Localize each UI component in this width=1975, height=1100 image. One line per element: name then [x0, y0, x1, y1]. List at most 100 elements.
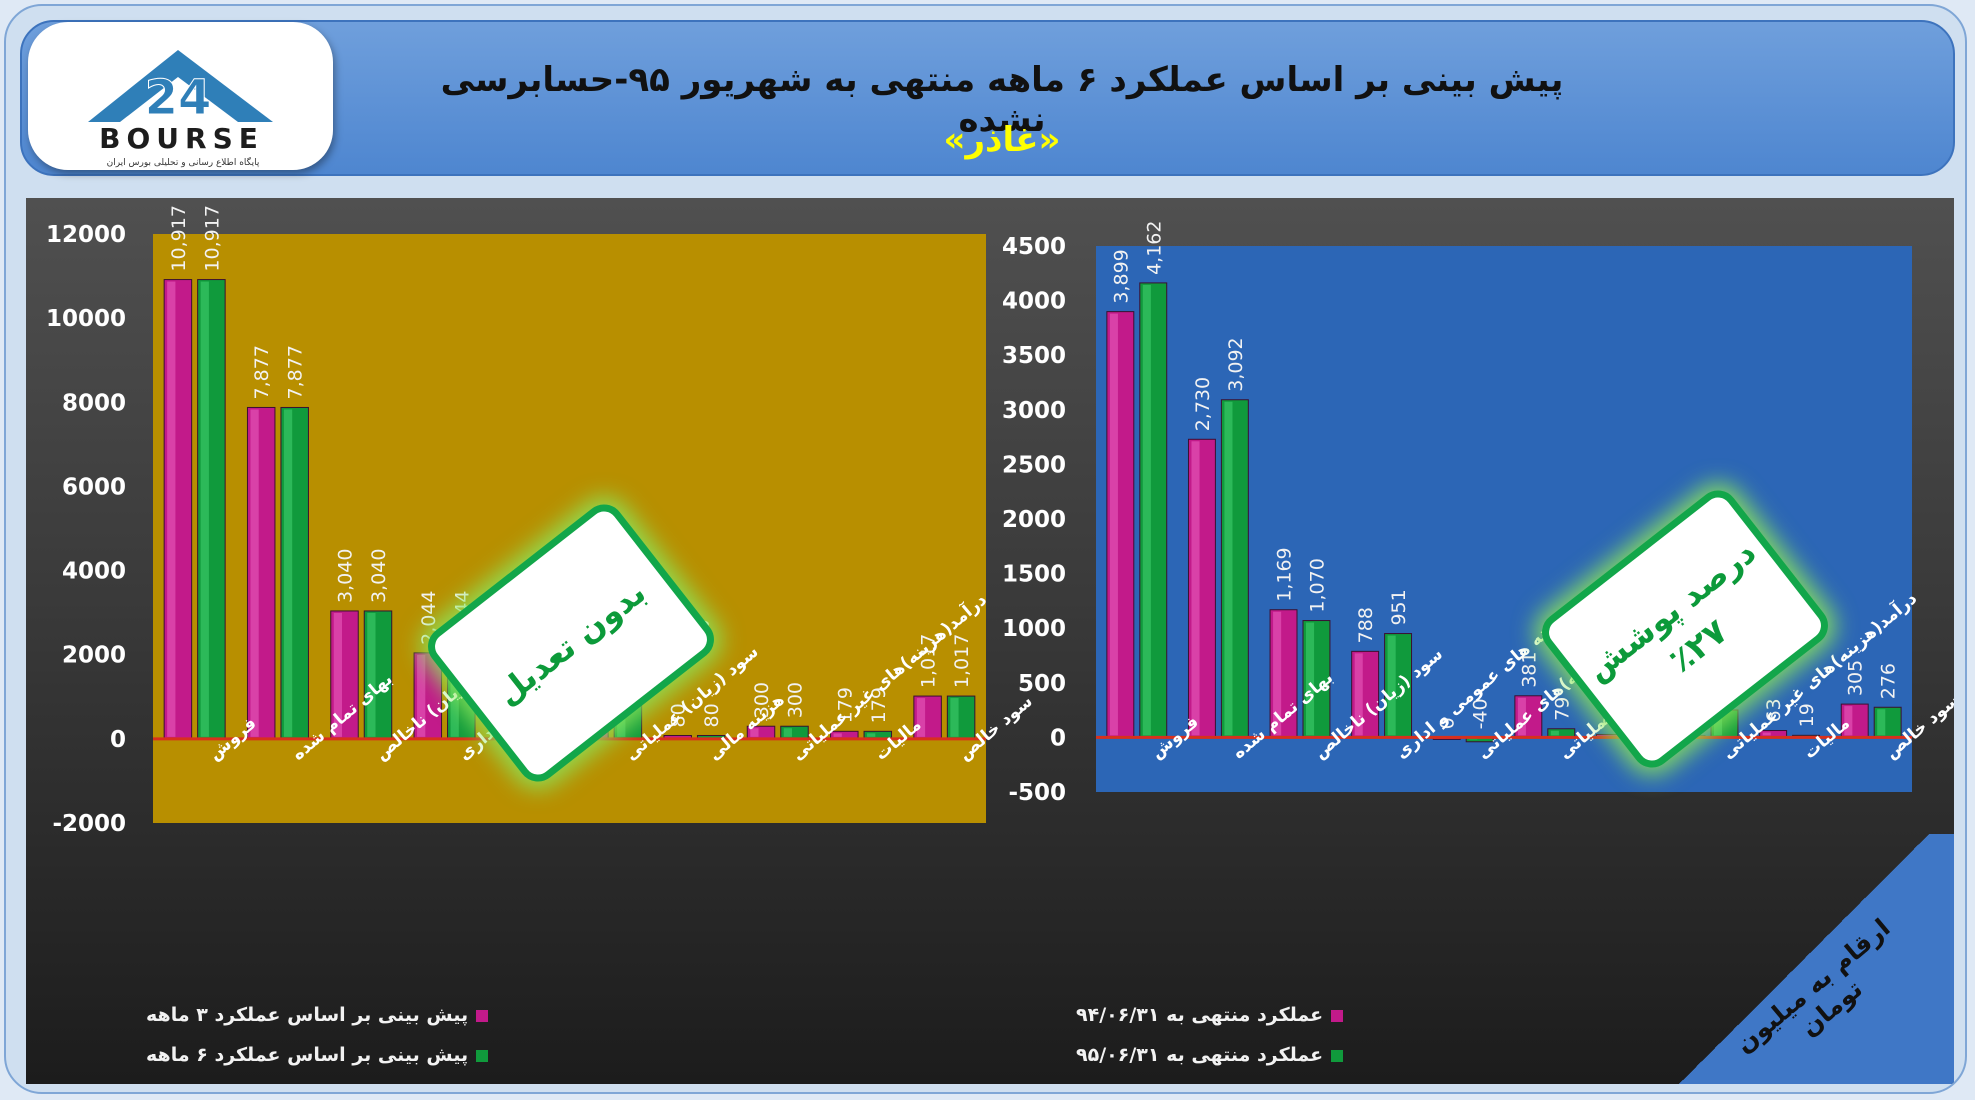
- logo-number: 24: [145, 70, 212, 126]
- bar-highlight: [1191, 441, 1200, 736]
- bar-highlight: [1517, 697, 1526, 736]
- data-label: 19: [1796, 703, 1818, 727]
- bar-highlight: [250, 409, 259, 737]
- data-label: 80: [668, 703, 690, 727]
- bar-highlight: [1877, 709, 1886, 736]
- bar-highlight: [783, 728, 792, 737]
- bar-highlight: [1387, 635, 1396, 736]
- data-label: 1,070: [1306, 558, 1328, 612]
- y-tick-label: 4500: [1002, 234, 1066, 260]
- logo-caption: پایگاه اطلاع رسانی و تحلیلی بورس ایران: [106, 158, 260, 168]
- data-label: 179: [868, 687, 890, 723]
- data-label: 2,730: [1192, 377, 1214, 431]
- data-label: 1,017: [951, 634, 973, 688]
- legend-right-series1: عملکرد منتهی به ۹۴/۰۶/۳۱: [1076, 1004, 1344, 1026]
- data-label: 3,040: [368, 549, 390, 603]
- data-label: 179: [834, 687, 856, 723]
- y-tick-label: -500: [1008, 780, 1066, 806]
- bar-highlight: [1224, 401, 1233, 736]
- bourse24-logo: 24 BOURSE پایگاه اطلاع رسانی و تحلیلی بو…: [28, 22, 333, 170]
- data-label: -40: [1470, 698, 1492, 729]
- bar-highlight: [417, 654, 426, 737]
- y-tick-label: 4000: [1002, 289, 1066, 315]
- data-label: 10,917: [168, 205, 190, 271]
- data-label: 381: [1518, 652, 1540, 688]
- bar-highlight: [916, 698, 926, 737]
- data-label: 3,899: [1110, 249, 1132, 303]
- y-tick-label: 1500: [1002, 562, 1066, 588]
- data-label: 1,169: [1274, 547, 1296, 601]
- page-title: پیش بینی بر اساس عملکرد ۶ ماهه منتهی به …: [440, 60, 1564, 140]
- data-label: 4,162: [1143, 221, 1165, 275]
- bar-highlight: [833, 733, 842, 737]
- page-frame: پیش بینی بر اساس عملکرد ۶ ماهه منتهی به …: [4, 4, 1967, 1094]
- legend-label: عملکرد منتهی به ۹۴/۰۶/۳۱: [1076, 1004, 1324, 1026]
- y-tick-label: 3500: [1002, 343, 1066, 369]
- y-tick-label: 2000: [62, 643, 126, 669]
- data-label: 788: [1355, 607, 1377, 643]
- bar-highlight: [867, 733, 876, 737]
- bar-highlight: [1714, 711, 1723, 736]
- y-tick-label: 4000: [62, 559, 126, 585]
- legend-label: پیش بینی بر اساس عملکرد ۳ ماهه: [146, 1004, 469, 1026]
- y-tick-label: 12000: [46, 222, 126, 248]
- legend-swatch-green: [1331, 1049, 1344, 1062]
- data-label: 79: [1551, 697, 1573, 721]
- chart-right: 4500 4000 3500 3000 2500 2000 1500 1000 500 0 -500…: [1002, 221, 1954, 806]
- units-corner-banner: ارقام به میلیون تومان: [1654, 834, 1954, 1084]
- bar-highlight: [1354, 653, 1363, 736]
- bar-highlight: [1273, 611, 1282, 736]
- data-label: 7,877: [285, 345, 307, 399]
- y-tick-label: 0: [1050, 725, 1066, 751]
- y-tick-label: 2000: [1002, 507, 1066, 533]
- y-tick-label: 8000: [62, 390, 126, 416]
- data-label: 0: [1437, 717, 1459, 729]
- bar-highlight: [950, 698, 959, 737]
- y-tick-label: 3000: [1002, 398, 1066, 424]
- data-label: 3,092: [1225, 337, 1247, 391]
- y-tick-label: 1000: [1002, 616, 1066, 642]
- legend-swatch-green: [476, 1049, 489, 1062]
- y-tick-label: 6000: [62, 474, 126, 500]
- legend-left-series1: پیش بینی بر اساس عملکرد ۳ ماهه: [146, 1004, 489, 1026]
- stamp-left-text: بدون تعدیل: [489, 573, 653, 713]
- legend-right-series2: عملکرد منتهی به ۹۵/۰۶/۳۱: [1076, 1044, 1344, 1066]
- company-symbol: «غاذر»: [943, 120, 1061, 160]
- bar-highlight: [333, 612, 343, 737]
- data-label: 80: [701, 703, 723, 727]
- bar-highlight: [750, 728, 759, 737]
- data-label: 951: [1388, 589, 1410, 625]
- legend-left-series2: پیش بینی بر اساس عملکرد ۶ ماهه: [146, 1044, 489, 1066]
- data-label: 1,017: [918, 634, 940, 688]
- bar-highlight: [1550, 730, 1559, 736]
- logo-mark-icon: 24: [88, 50, 273, 127]
- bar-highlight: [1844, 706, 1853, 736]
- bar-highlight: [167, 281, 176, 737]
- data-label: 300: [751, 682, 773, 718]
- bar-highlight: [450, 654, 459, 737]
- charts-svg: 120001000080006000400020000-200010,9177,…: [46, 205, 1954, 837]
- bar-highlight: [1762, 732, 1771, 736]
- y-tick-label: 2500: [1002, 452, 1066, 478]
- bar-highlight: [1142, 284, 1151, 736]
- bar-highlight: [1109, 313, 1118, 736]
- y-tick-label: -2000: [52, 811, 126, 837]
- data-label: 3,040: [335, 549, 357, 603]
- bar-highlight: [1306, 622, 1315, 736]
- legend-swatch-magenta: [1331, 1009, 1344, 1022]
- bar-highlight: [367, 612, 376, 737]
- y-tick-label: 0: [110, 727, 126, 753]
- bar-highlight: [283, 409, 293, 737]
- chart-panel: 12000 10000 8000 6000 4000 2000 0 -2000 10,917 7,…: [26, 198, 1954, 1084]
- bar-highlight: [200, 281, 209, 737]
- data-label: 7,877: [251, 345, 273, 399]
- data-label: 305: [1845, 660, 1867, 696]
- data-label: 63: [1763, 698, 1785, 722]
- data-label: 276: [1878, 663, 1900, 699]
- logo-text: BOURSE: [99, 122, 264, 155]
- legend-label: پیش بینی بر اساس عملکرد ۶ ماهه: [146, 1044, 469, 1066]
- legend-label: عملکرد منتهی به ۹۵/۰۶/۳۱: [1076, 1044, 1324, 1066]
- data-label: 300: [784, 682, 806, 718]
- y-tick-label: 500: [1018, 671, 1066, 697]
- data-label: 10,917: [201, 205, 223, 271]
